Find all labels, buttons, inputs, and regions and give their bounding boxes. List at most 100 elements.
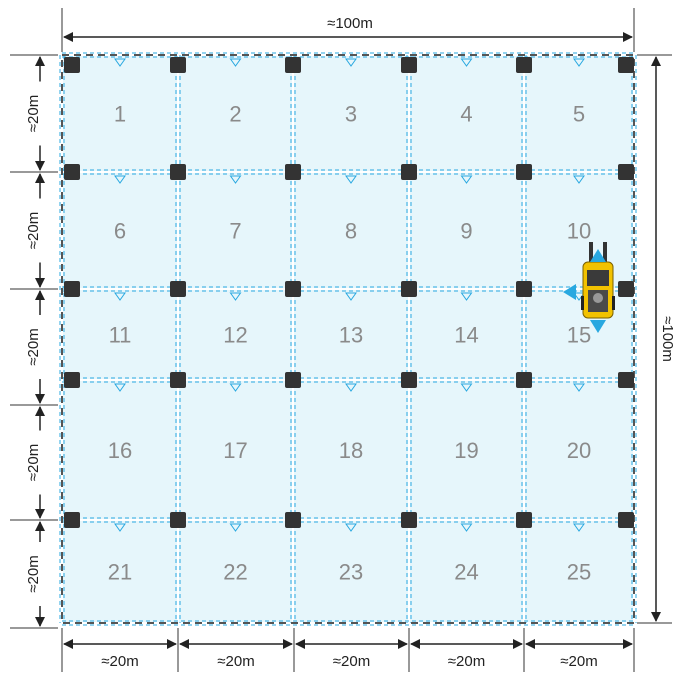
grid-cell-8 (294, 173, 408, 288)
triangle-sensor-icon (460, 58, 473, 67)
dimension-lines: ≈100m ≈100m (61, 8, 680, 624)
cell-label: 9 (460, 219, 472, 244)
cell-label: 15 (567, 323, 591, 348)
triangle-sensor-icon (345, 292, 357, 301)
cell-label: 17 (223, 438, 247, 463)
triangle-sensor-icon (573, 175, 585, 184)
grid-cell-10 (525, 173, 633, 288)
grid-cell-2 (179, 56, 292, 171)
grid-cell-24 (410, 521, 523, 622)
triangle-sensor-icon (114, 58, 126, 67)
cell-label: 3 (345, 102, 357, 127)
cell-label: 22 (223, 560, 247, 585)
pillars-layer (64, 57, 634, 528)
pillar-marker-icon (285, 57, 301, 73)
cell-label: 16 (108, 438, 132, 463)
cell-label: 20 (567, 438, 591, 463)
cell-label: 10 (567, 219, 591, 244)
pillar-marker-icon (401, 164, 417, 180)
cell-label: 11 (109, 323, 132, 348)
cell-label: 24 (454, 560, 478, 585)
bottom-dimension-label: ≈20m (101, 653, 138, 670)
grid-cell-18 (294, 381, 408, 519)
grid-cell-16 (63, 381, 177, 519)
triangle-sensor-icon (573, 58, 585, 67)
grid-cell-23 (294, 521, 408, 622)
pillar-marker-icon (64, 281, 80, 297)
grid-cell-12 (179, 290, 292, 379)
pillar-marker-icon (516, 57, 532, 73)
pillar-marker-icon (618, 281, 634, 297)
triangle-sensor-icon (114, 523, 126, 532)
triangle-sensor-icon (229, 383, 242, 392)
cell-label: 21 (108, 560, 132, 585)
grid-cell-21 (63, 521, 177, 622)
pillar-marker-icon (285, 512, 301, 528)
grid-cell-6 (63, 173, 177, 288)
pillar-marker-icon (516, 372, 532, 388)
cell-label: 23 (339, 560, 363, 585)
grid-cell-13 (294, 290, 408, 379)
pillar-marker-icon (64, 372, 80, 388)
right-dimension-label: ≈100m (659, 316, 676, 362)
pillar-marker-icon (64, 512, 80, 528)
pillar-marker-icon (170, 281, 186, 297)
left-dimension-label: ≈20m (25, 212, 42, 249)
triangle-sensor-icon (229, 175, 242, 184)
triangle-sensor-icon (460, 383, 473, 392)
triangle-sensor-icon (460, 175, 473, 184)
triangle-sensor-icon (114, 383, 126, 392)
bottom-dimension-label: ≈20m (217, 653, 254, 670)
triangle-sensor-icon (573, 383, 585, 392)
pillar-marker-icon (401, 281, 417, 297)
cell-label: 1 (114, 102, 126, 127)
grid-cell-5 (525, 56, 633, 171)
grid-cell-11 (63, 290, 177, 379)
bottom-dimension-label: ≈20m (448, 653, 485, 670)
grid-cell-19 (410, 381, 523, 519)
grid-cell-14 (410, 290, 523, 379)
triangle-sensor-icon (114, 175, 126, 184)
pillar-marker-icon (285, 281, 301, 297)
triangle-sensor-icon (573, 523, 585, 532)
triangle-sensor-icon (229, 58, 242, 67)
pillar-marker-icon (618, 372, 634, 388)
cell-label: 12 (223, 323, 247, 348)
triangle-sensor-icon (229, 523, 242, 532)
pillar-marker-icon (401, 512, 417, 528)
direction-arrow-icon (563, 249, 606, 333)
cell-label: 4 (460, 102, 472, 127)
bottom-dimension-label: ≈20m (333, 653, 370, 670)
pillar-marker-icon (285, 372, 301, 388)
grid-cell-25 (525, 521, 633, 622)
grid-cell-1 (63, 56, 177, 171)
grid-cell-17 (179, 381, 292, 519)
left-dimension-label: ≈20m (25, 95, 42, 132)
pillar-marker-icon (516, 512, 532, 528)
pillar-marker-icon (64, 57, 80, 73)
pillar-marker-icon (170, 57, 186, 73)
cells-layer (63, 56, 633, 622)
cell-label: 13 (339, 323, 363, 348)
pillar-marker-icon (64, 164, 80, 180)
grid-cell-9 (410, 173, 523, 288)
bottom-dimension-lines: ≈20m ≈20m ≈20m ≈20m ≈20m (61, 628, 635, 672)
left-dimension-label: ≈20m (25, 555, 42, 592)
forklift-icon (581, 242, 615, 319)
area-boundary (61, 54, 635, 624)
pillar-marker-icon (170, 164, 186, 180)
triangle-sensor-icon (345, 523, 357, 532)
triangle-sensor-icon (460, 292, 473, 301)
cell-label: 8 (345, 219, 357, 244)
grid-cell-4 (410, 56, 523, 171)
cell-label: 25 (567, 560, 591, 585)
grid-cell-22 (179, 521, 292, 622)
triangle-sensor-icon (345, 58, 357, 67)
gridlines-layer (59, 52, 637, 626)
pillar-marker-icon (401, 57, 417, 73)
pillar-marker-icon (285, 164, 301, 180)
pillar-marker-icon (401, 372, 417, 388)
pillar-marker-icon (618, 164, 634, 180)
